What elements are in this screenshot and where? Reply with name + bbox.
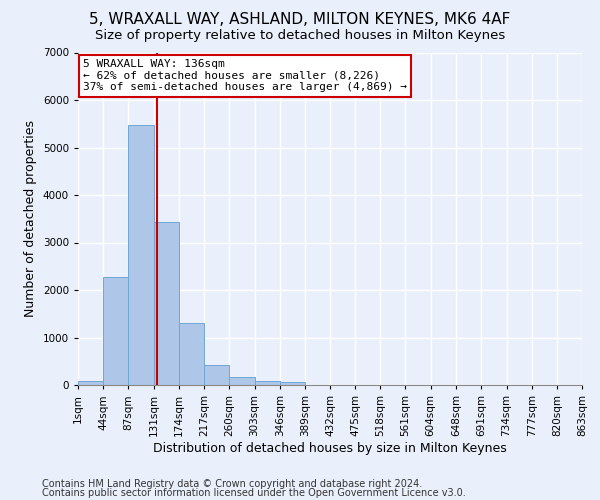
Text: Size of property relative to detached houses in Milton Keynes: Size of property relative to detached ho… — [95, 29, 505, 42]
Bar — [179, 323, 204, 385]
Text: 5 WRAXALL WAY: 136sqm
← 62% of detached houses are smaller (8,226)
37% of semi-d: 5 WRAXALL WAY: 136sqm ← 62% of detached … — [83, 59, 407, 92]
Text: 5, WRAXALL WAY, ASHLAND, MILTON KEYNES, MK6 4AF: 5, WRAXALL WAY, ASHLAND, MILTON KEYNES, … — [89, 12, 511, 28]
Bar — [103, 276, 128, 385]
Bar — [204, 364, 229, 385]
Bar — [154, 222, 179, 385]
Bar — [254, 380, 280, 385]
Text: Contains HM Land Registry data © Crown copyright and database right 2024.: Contains HM Land Registry data © Crown c… — [42, 479, 422, 489]
Y-axis label: Number of detached properties: Number of detached properties — [24, 120, 37, 318]
X-axis label: Distribution of detached houses by size in Milton Keynes: Distribution of detached houses by size … — [153, 442, 507, 454]
Bar — [78, 381, 103, 385]
Text: Contains public sector information licensed under the Open Government Licence v3: Contains public sector information licen… — [42, 488, 466, 498]
Bar — [280, 382, 305, 385]
Bar — [128, 124, 154, 385]
Bar — [229, 377, 254, 385]
